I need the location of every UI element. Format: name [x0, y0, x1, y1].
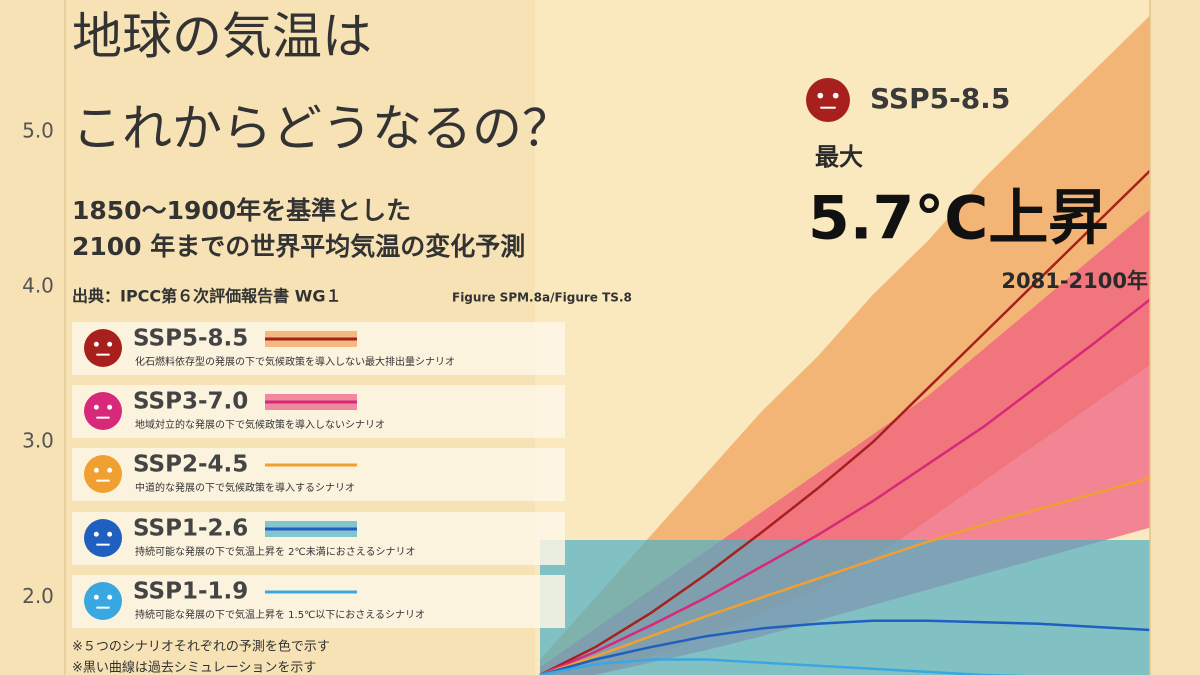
scenario-icon	[84, 582, 122, 620]
scenario-icon	[84, 392, 122, 430]
scenario-icon	[84, 329, 122, 367]
icon-eye	[107, 531, 113, 537]
note: ※５つのシナリオそれぞれの予測を色で示す	[72, 639, 330, 655]
icon-eye	[93, 467, 99, 473]
note: ※黒い曲線は過去シミュレーションを示す	[72, 660, 316, 675]
series-line	[539, 619, 1150, 675]
callout-label: 最大	[815, 143, 863, 171]
source: 出典：IPCC第６次評価報告書 WG１	[72, 287, 342, 306]
series-line	[539, 169, 1150, 675]
legend-description: 地域対立的な発展の下で気候政策を導入しないシナリオ	[135, 418, 385, 431]
scenario-icon	[806, 78, 850, 122]
legend-description: 持続可能な発展の下で気温上昇を 2℃未満におさえるシナリオ	[135, 545, 415, 558]
source-figure: Figure SPM.8a/Figure TS.8	[452, 291, 632, 305]
scenario-icon	[84, 455, 122, 493]
legend-row	[72, 322, 565, 375]
icon-eye	[832, 92, 839, 99]
title: 地球の気温は	[72, 8, 372, 66]
scenario-icon	[84, 519, 122, 557]
y-tick-label: 2.0	[22, 584, 54, 608]
legend-name: SSP1-1.9	[133, 579, 248, 605]
legend-name: SSP1-2.6	[133, 516, 248, 542]
y-tick-label: 4.0	[22, 274, 54, 298]
legend-description: 持続可能な発展の下で気温上昇を 1.5℃以下におさえるシナリオ	[135, 608, 425, 621]
callout-icon	[806, 78, 850, 122]
icon-eye	[93, 594, 99, 600]
legend-row	[72, 512, 565, 565]
icon-eye	[107, 341, 113, 347]
legend-name: SSP3-7.0	[133, 389, 248, 415]
series-line	[539, 658, 1029, 675]
y-tick-label: 3.0	[22, 429, 54, 453]
icon-eye	[107, 404, 113, 410]
legend-name: SSP5-8.5	[133, 326, 248, 352]
callout-period: 2081-2100年	[1001, 269, 1148, 293]
plot	[539, 15, 1150, 675]
legend: SSP5-8.5 化石燃料依存型の発展の下で気候政策を導入しない最大排出量シナリオ…	[72, 322, 565, 628]
legend-description: 化石燃料依存型の発展の下で気候政策を導入しない最大排出量シナリオ	[135, 355, 455, 368]
icon-eye	[93, 404, 99, 410]
subtitle: 2100 年までの世界平均気温の変化予測	[72, 232, 525, 261]
icon-eye	[93, 531, 99, 537]
series-line	[539, 298, 1150, 675]
callout-scenario: SSP5-8.5	[870, 82, 1010, 115]
y-axis: 2.0 3.0 4.0 5.0	[22, 118, 54, 608]
legend-name: SSP2-4.5	[133, 452, 248, 478]
legend-description: 中道的な発展の下で気候政策を導入するシナリオ	[135, 481, 355, 494]
series-line	[539, 476, 1150, 675]
icon-eye	[93, 341, 99, 347]
uncertainty-band	[540, 540, 1150, 675]
icon-eye	[817, 92, 824, 99]
icon-eye	[107, 467, 113, 473]
legend-row	[72, 448, 565, 501]
subtitle: 1850～1900年を基準とした	[72, 196, 411, 225]
legend-row	[72, 385, 565, 438]
legend-row	[72, 575, 565, 628]
y-tick-label: 5.0	[22, 118, 54, 142]
icon-eye	[107, 594, 113, 600]
callout-value: 5.7°C上昇	[808, 184, 1108, 254]
title: これからどうなるの？	[72, 100, 572, 158]
uncertainty-band	[540, 15, 1150, 675]
